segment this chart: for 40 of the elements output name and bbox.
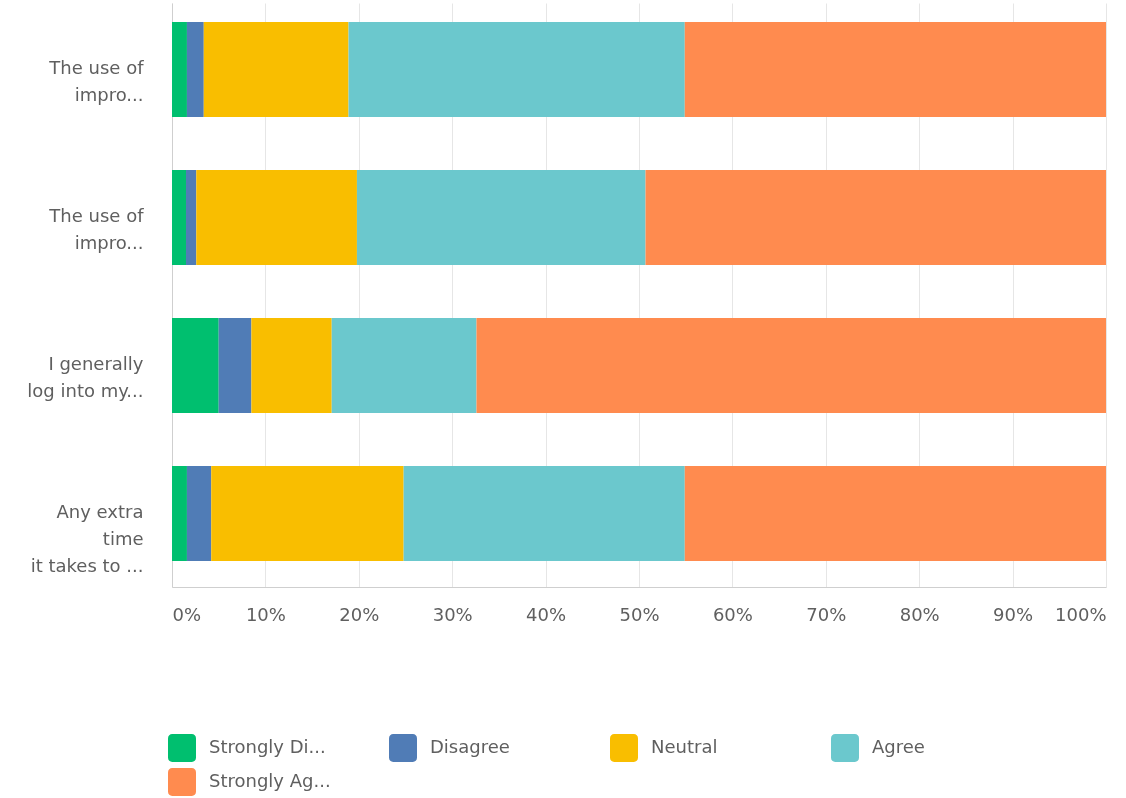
legend-label: Agree <box>872 736 925 757</box>
bar <box>684 21 1106 117</box>
y-tick-label: The use of impro... <box>48 205 145 254</box>
bar <box>203 21 349 117</box>
bar <box>172 169 187 265</box>
bar <box>211 465 404 561</box>
bar <box>186 169 197 265</box>
x-tick-label: 50% <box>619 603 660 625</box>
y-tick-label: The use of impro... <box>48 57 145 106</box>
bar <box>348 21 685 117</box>
y-tick-label: Any extra time it takes to ... <box>30 501 144 577</box>
bar <box>403 465 685 561</box>
x-tick-label: 0% <box>172 603 202 625</box>
bar <box>196 169 357 265</box>
bar <box>172 465 187 561</box>
bar <box>186 465 212 561</box>
bar <box>251 317 332 413</box>
x-tick-label: 30% <box>432 603 473 625</box>
legend-label: Strongly Ag... <box>209 770 331 791</box>
x-tick-label: 70% <box>806 603 847 625</box>
x-tick-label: 20% <box>339 603 380 625</box>
bar <box>684 465 1106 561</box>
bar <box>172 21 187 117</box>
bar <box>218 317 252 413</box>
bar <box>331 317 477 413</box>
x-tick-label: 80% <box>899 603 940 625</box>
bar <box>172 317 219 413</box>
legend-label: Disagree <box>430 736 510 757</box>
bar <box>356 169 646 265</box>
legend-label: Strongly Di... <box>209 736 326 757</box>
y-tick-label: I generally log into my... <box>27 353 144 402</box>
x-tick-label: 90% <box>993 603 1034 625</box>
legend-label: Neutral <box>651 736 718 757</box>
bar <box>186 21 204 117</box>
x-tick-label: 100% <box>1055 603 1107 625</box>
bar <box>476 317 1106 413</box>
x-tick-label: 60% <box>712 603 753 625</box>
bar <box>645 169 1106 265</box>
x-tick-label: 10% <box>245 603 286 625</box>
x-tick-label: 40% <box>526 603 567 625</box>
